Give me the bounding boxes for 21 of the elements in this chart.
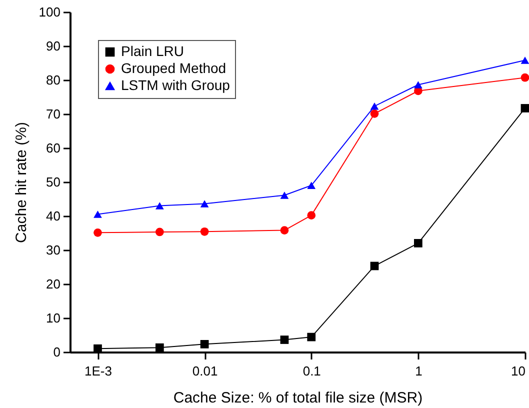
x-tick-label: 1: [415, 364, 422, 378]
y-tick-label: 90: [46, 38, 60, 54]
y-tick-label: 70: [46, 106, 60, 122]
y-tick-label: 80: [46, 72, 60, 88]
y-tick-label: 0: [53, 344, 60, 360]
x-tick-label: 10: [511, 364, 526, 378]
x-tick-label: 0.01: [192, 364, 218, 378]
y-tick-label: 20: [46, 276, 60, 292]
y-tick-label: 40: [46, 208, 60, 224]
y-tick-label: 100: [38, 4, 60, 20]
x-tick-label: 0.1: [302, 364, 321, 378]
y-tick-label: 60: [46, 140, 60, 156]
y-tick-label: 30: [46, 242, 60, 258]
x-axis-title: Cache Size: % of total file size (MSR): [173, 390, 423, 406]
legend-label: Plain LRU: [121, 43, 184, 59]
legend-label: Grouped Method: [121, 60, 226, 76]
legend-label: LSTM with Group: [121, 77, 230, 93]
x-tick-label: 1E-3: [84, 364, 112, 378]
y-axis-title: Cache hit rate (%): [12, 122, 30, 243]
y-tick-label: 50: [46, 174, 60, 190]
y-tick-label: 10: [46, 310, 60, 326]
